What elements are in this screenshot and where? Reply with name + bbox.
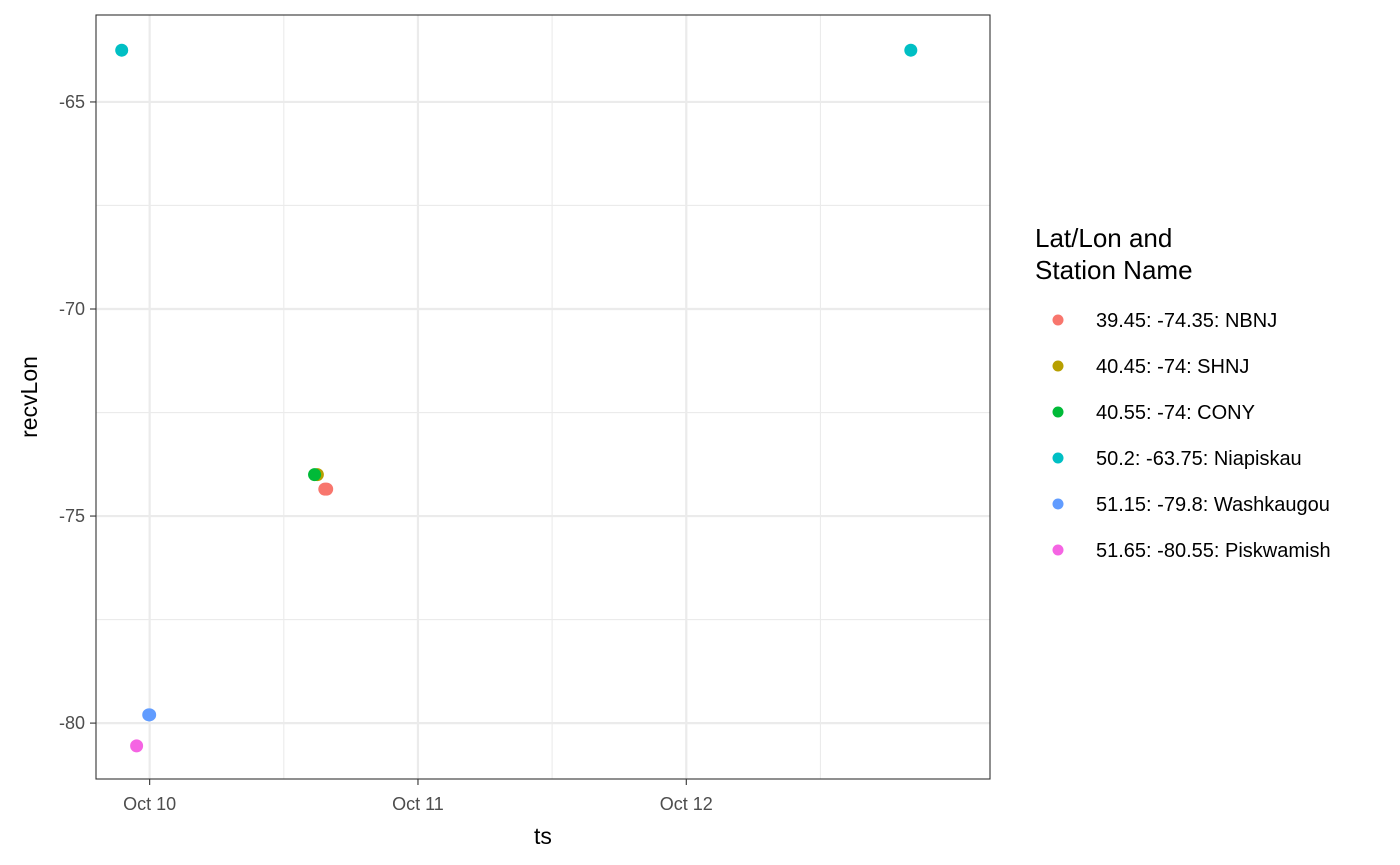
legend-key bbox=[1052, 406, 1064, 418]
data-point bbox=[308, 468, 322, 482]
legend-label: 51.15: -79.8: Washkaugou bbox=[1096, 494, 1330, 516]
legend-label: 40.55: -74: CONY bbox=[1096, 402, 1255, 424]
legend-key bbox=[1052, 452, 1064, 464]
data-point bbox=[318, 482, 332, 496]
data-point bbox=[143, 708, 157, 722]
x-axis: Oct 10 Oct 11 Oct 12 bbox=[123, 779, 713, 814]
y-axis-title: recvLon bbox=[16, 356, 42, 438]
major-gridlines bbox=[96, 15, 990, 779]
legend-keys: 39.45: -74.35: NBNJ 40.45: -74: SHNJ 40.55… bbox=[1052, 310, 1331, 562]
y-axis: -65 -70 -75 -80 bbox=[59, 92, 96, 733]
data-point bbox=[904, 43, 918, 57]
legend-key bbox=[1052, 498, 1064, 510]
legend-key bbox=[1052, 360, 1064, 372]
legend-title-line-2: Station Name bbox=[1035, 255, 1193, 285]
y-tick-label: -65 bbox=[59, 92, 85, 112]
y-tick-label: -75 bbox=[59, 506, 85, 526]
legend-label: 51.65: -80.55: Piskwamish bbox=[1096, 540, 1331, 562]
legend-label: 40.45: -74: SHNJ bbox=[1096, 356, 1249, 378]
legend-key bbox=[1052, 544, 1064, 556]
legend-label: 50.2: -63.75: Niapiskau bbox=[1096, 448, 1302, 470]
x-tick-label: Oct 10 bbox=[123, 794, 176, 814]
data-point bbox=[130, 739, 144, 753]
plot-border bbox=[95, 14, 991, 780]
y-tick-label: -80 bbox=[59, 713, 85, 733]
minor-gridlines bbox=[96, 15, 990, 779]
legend-label: 39.45: -74.35: NBNJ bbox=[1096, 310, 1277, 332]
legend-title-line-1: Lat/Lon and bbox=[1035, 223, 1172, 253]
plot-panel bbox=[96, 15, 990, 779]
x-axis-title: ts bbox=[534, 823, 552, 849]
x-tick-label: Oct 11 bbox=[392, 794, 444, 814]
y-tick-label: -70 bbox=[59, 299, 85, 319]
x-tick-label: Oct 12 bbox=[660, 794, 713, 814]
data-points bbox=[115, 43, 918, 753]
legend-key bbox=[1052, 314, 1064, 326]
data-point bbox=[115, 43, 129, 57]
legend: Lat/Lon and Station Name 39.45: -74.35: … bbox=[1035, 223, 1331, 562]
